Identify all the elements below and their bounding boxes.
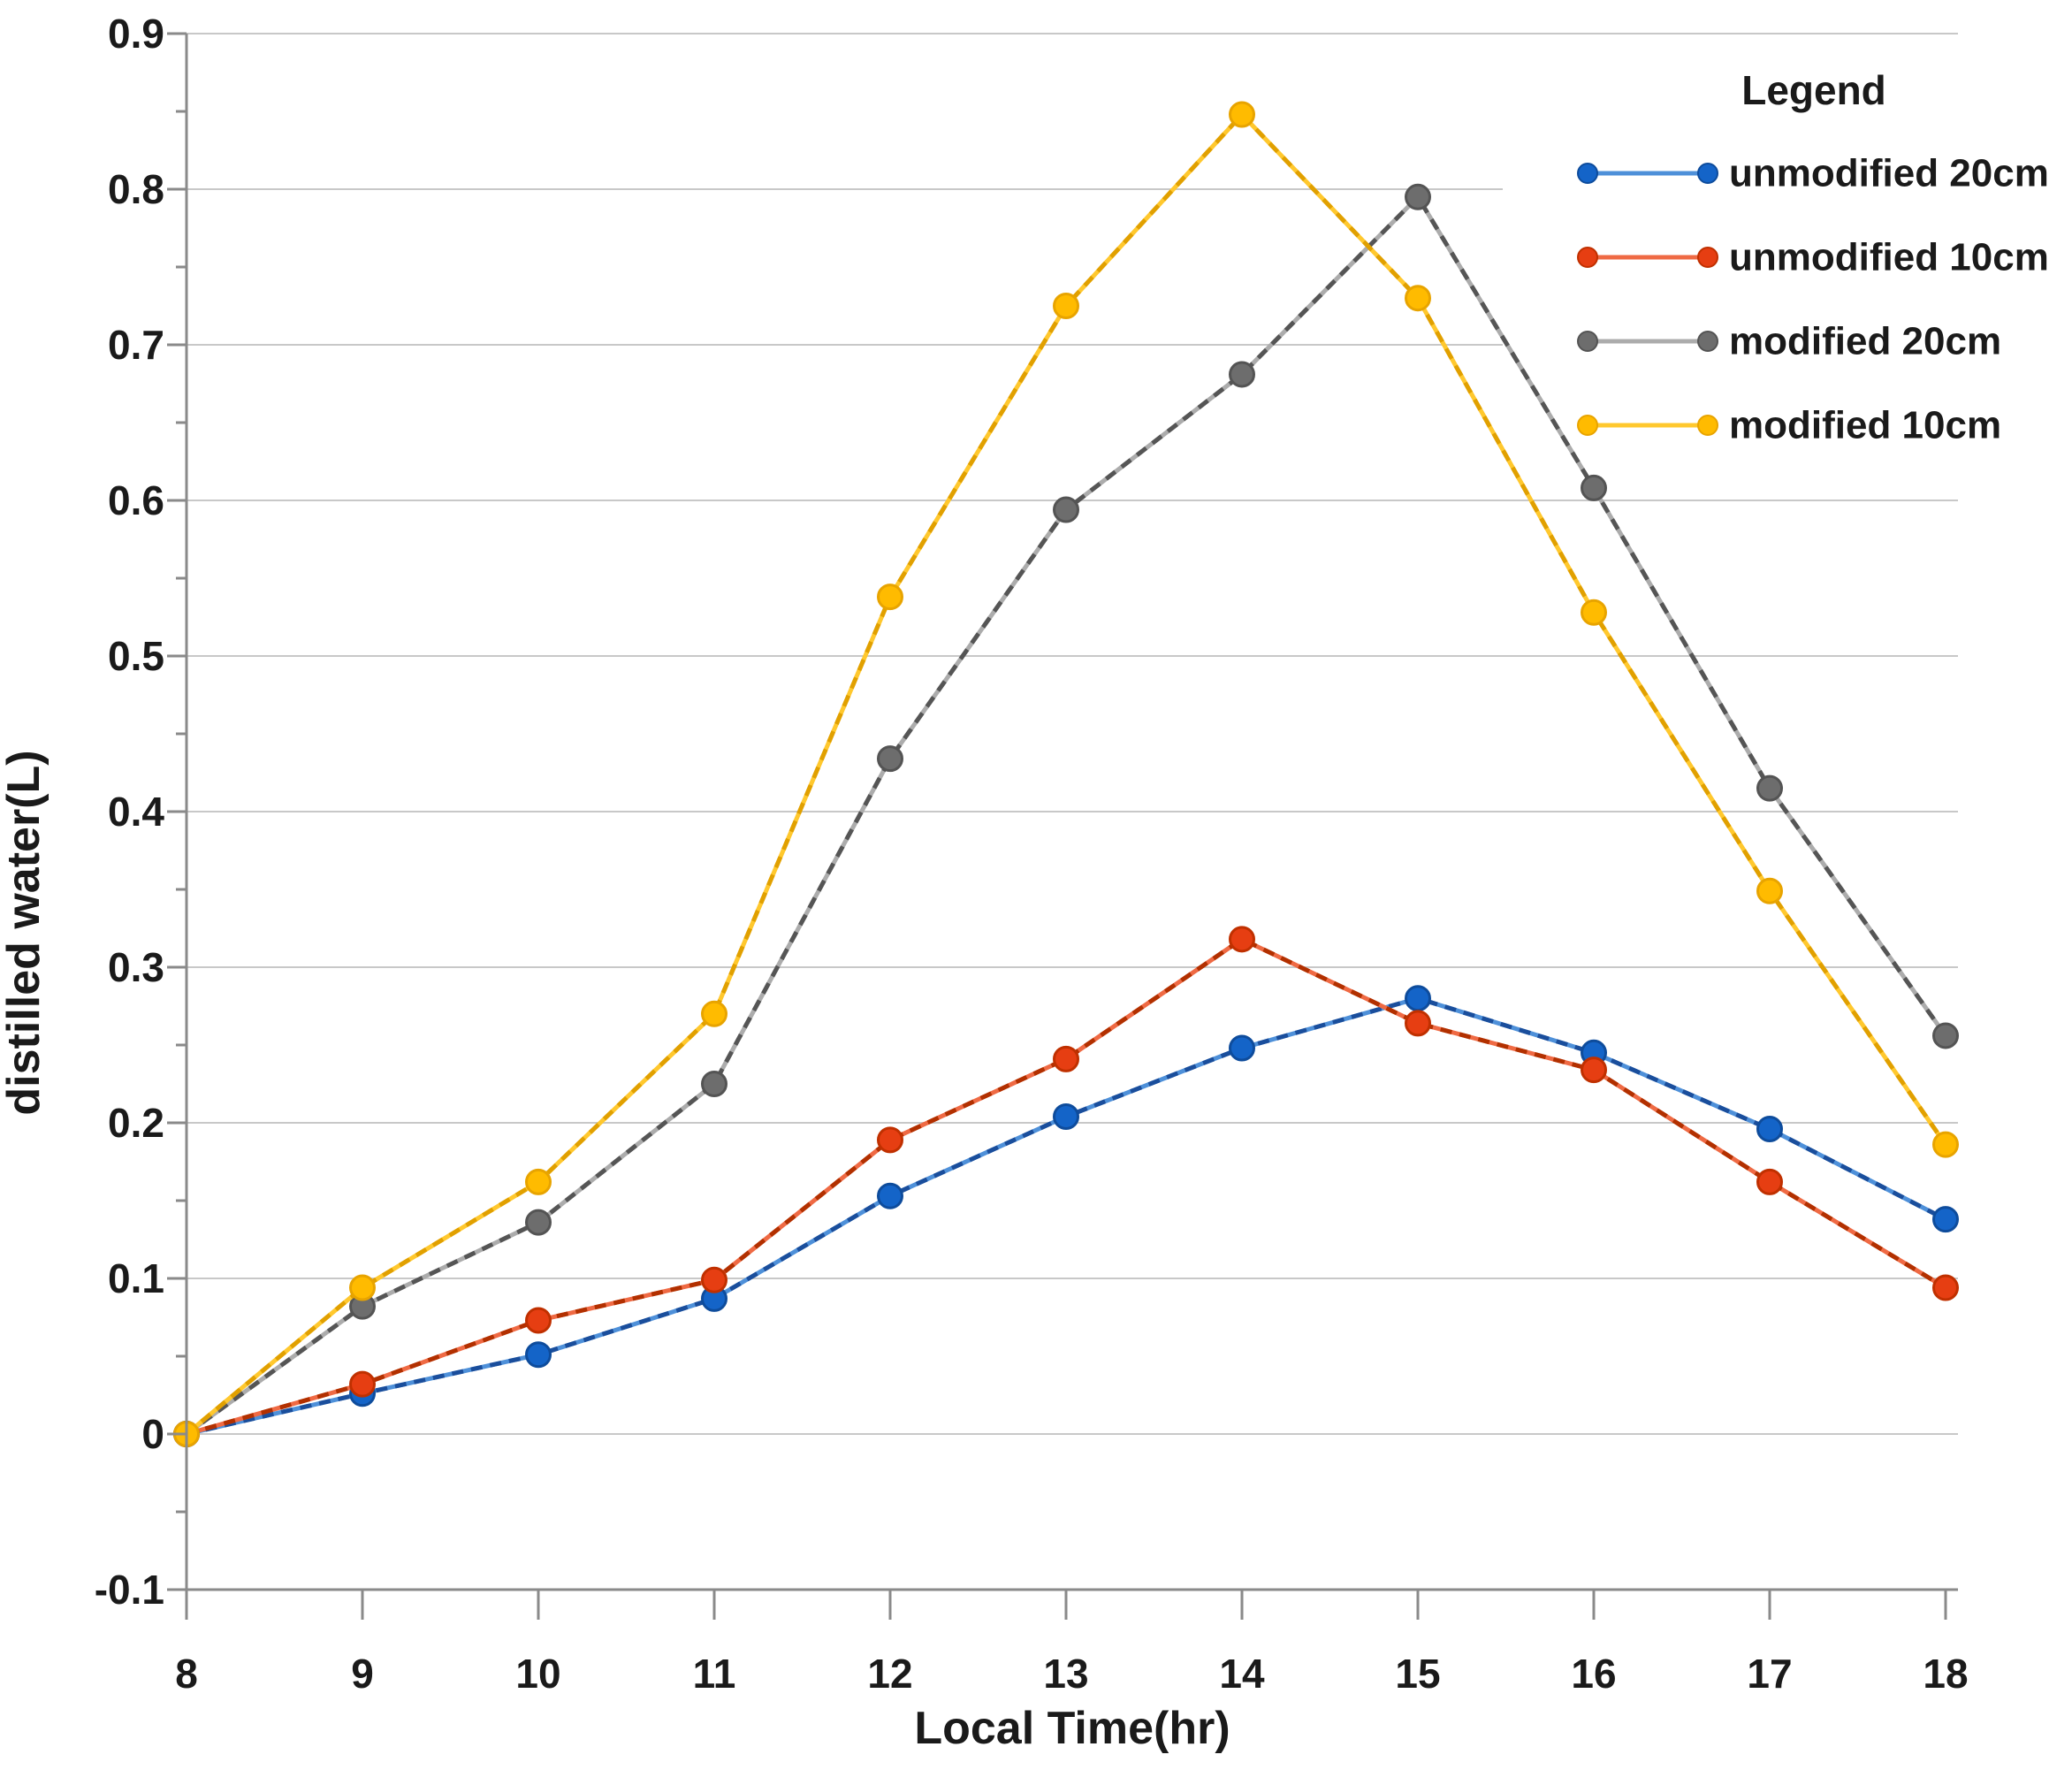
data-point-marker — [1756, 1116, 1783, 1143]
legend-swatch-marker — [1697, 247, 1718, 268]
data-point-marker — [1405, 985, 1431, 1012]
series-unmodified-10cm — [173, 926, 1959, 1447]
data-point-marker — [1229, 361, 1255, 388]
data-point-marker — [701, 1000, 727, 1027]
data-point-marker — [701, 1071, 727, 1097]
data-point-marker — [525, 1307, 552, 1334]
legend-swatch-marker — [1697, 163, 1718, 184]
x-axis-title: Local Time(hr) — [914, 1703, 1230, 1754]
data-point-marker — [1053, 1045, 1079, 1072]
data-point-marker — [525, 1168, 552, 1195]
x-tick-label: 11 — [693, 1651, 736, 1697]
data-point-marker — [701, 1266, 727, 1293]
legend-swatch-marker — [1697, 415, 1718, 436]
x-tick-label: 17 — [1747, 1651, 1792, 1697]
legend-item: modified 10cm — [1577, 404, 2001, 447]
data-point-marker — [525, 1209, 552, 1236]
y-tick-label: 0.3 — [108, 944, 164, 990]
x-tick-label: 16 — [1571, 1651, 1616, 1697]
data-point-marker — [349, 1370, 376, 1398]
data-point-marker — [1932, 1022, 1959, 1049]
data-point-marker — [877, 1182, 903, 1209]
data-point-marker — [1756, 1168, 1783, 1195]
data-point-marker — [1756, 774, 1783, 802]
series-group — [173, 101, 1959, 1447]
data-point-marker — [1756, 877, 1783, 904]
x-tick-label: 13 — [1043, 1651, 1088, 1697]
legend-item-label: unmodified 10cm — [1729, 236, 2049, 279]
data-point-marker — [1932, 1274, 1959, 1301]
series-line-dash-overlay — [186, 936, 1947, 1437]
data-point-marker — [1581, 1057, 1607, 1084]
y-tick-label: 0.5 — [108, 633, 164, 679]
y-axis-title: distilled water(L) — [0, 750, 50, 1115]
y-tick-label: 0.4 — [108, 789, 164, 835]
legend: Legend unmodified 20cm unmodified 10cm modi… — [1577, 67, 2049, 447]
gridlines — [187, 33, 1958, 1435]
legend-swatch-marker — [1697, 331, 1718, 352]
y-tick-label: 0.6 — [108, 477, 164, 523]
data-point-marker — [1229, 101, 1255, 128]
data-point-marker — [1932, 1206, 1959, 1233]
y-tick-label: 0.1 — [108, 1255, 164, 1301]
y-tick-label: -0.1 — [95, 1567, 164, 1613]
data-point-marker — [877, 584, 903, 611]
legend-item-label: modified 20cm — [1729, 320, 2001, 363]
legend-swatch-marker — [1577, 415, 1598, 436]
x-tick-label: 14 — [1219, 1651, 1265, 1697]
x-tick-label: 15 — [1395, 1651, 1440, 1697]
y-tick-label: 0 — [141, 1411, 164, 1457]
legend-item: unmodified 10cm — [1577, 236, 2049, 279]
x-tick-label: 12 — [867, 1651, 912, 1697]
series-line — [186, 936, 1947, 1437]
y-tick-label: 0.2 — [108, 1100, 164, 1146]
data-point-marker — [1581, 474, 1607, 501]
data-point-marker — [349, 1274, 376, 1301]
x-tick-label: 9 — [351, 1651, 374, 1697]
data-point-marker — [1053, 496, 1079, 523]
y-tick-label: 0.7 — [108, 322, 164, 368]
legend-swatch-marker — [1577, 331, 1598, 352]
data-point-marker — [1053, 293, 1079, 319]
legend-background — [1503, 49, 2072, 457]
data-point-marker — [1405, 1010, 1431, 1037]
y-tick-label: 0.8 — [108, 166, 164, 212]
x-tick-label: 10 — [515, 1651, 560, 1697]
x-tick-label: 18 — [1923, 1651, 1968, 1697]
y-tick-label: 0.9 — [108, 11, 164, 57]
legend-item: unmodified 20cm — [1577, 152, 2049, 195]
legend-swatch-marker — [1577, 247, 1598, 268]
data-point-marker — [1053, 1102, 1079, 1130]
data-point-marker — [877, 1126, 903, 1154]
data-point-marker — [1932, 1131, 1959, 1158]
data-point-marker — [1229, 1034, 1255, 1062]
legend-title: Legend — [1741, 67, 1886, 113]
data-point-marker — [1581, 599, 1607, 626]
data-point-marker — [1405, 183, 1431, 210]
legend-item: modified 20cm — [1577, 320, 2001, 363]
data-point-marker — [1405, 285, 1431, 312]
data-point-marker — [525, 1341, 552, 1369]
legend-item-label: modified 10cm — [1729, 404, 2001, 447]
legend-swatch-marker — [1577, 163, 1598, 184]
data-point-marker — [877, 745, 903, 773]
series-modified-10cm — [173, 101, 1959, 1447]
x-tick-label: 8 — [175, 1651, 198, 1697]
axes: 0.9 0.8 0.7 0.6 0.5 0.4 0.3 0.2 0.1 0 -0.18 9 10 11 12… — [95, 11, 1969, 1697]
legend-item-label: unmodified 20cm — [1729, 152, 2049, 195]
data-point-marker — [1229, 926, 1255, 953]
